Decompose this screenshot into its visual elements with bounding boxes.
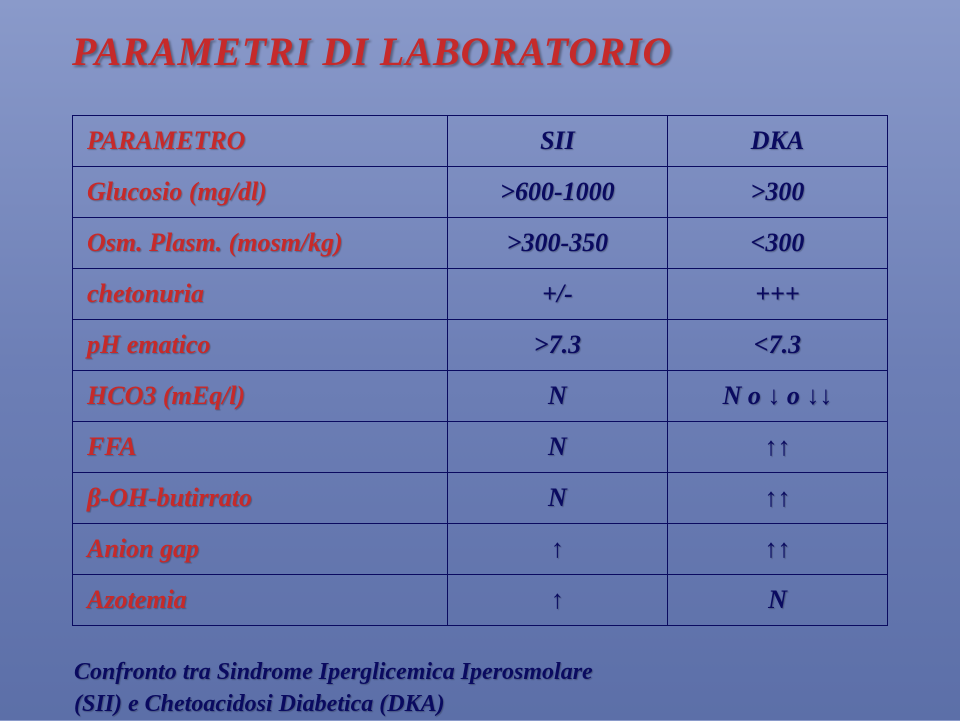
table-row: β-OH-butirrato N ↑↑	[73, 473, 888, 524]
caption-line-2: (SII) e Chetoacidosi Diabetica (DKA)	[74, 691, 445, 717]
table-header-row: PARAMETRO SII DKA	[73, 116, 888, 167]
cell-param: Azotemia	[73, 575, 448, 626]
cell-param: Anion gap	[73, 524, 448, 575]
table-row: Osm. Plasm. (mosm/kg) >300-350 <300	[73, 218, 888, 269]
cell-dka: ↑↑	[667, 422, 887, 473]
cell-dka: N	[667, 575, 887, 626]
cell-dka: N o ↓ o ↓↓	[667, 371, 887, 422]
cell-param: β-OH-butirrato	[73, 473, 448, 524]
cell-dka: +++	[667, 269, 887, 320]
cell-param: chetonuria	[73, 269, 448, 320]
cell-sii: >7.3	[447, 320, 667, 371]
cell-param: Osm. Plasm. (mosm/kg)	[73, 218, 448, 269]
table-row: Anion gap ↑ ↑↑	[73, 524, 888, 575]
table-row: pH ematico >7.3 <7.3	[73, 320, 888, 371]
caption-line-1: Confronto tra Sindrome Iperglicemica Ipe…	[74, 659, 593, 685]
cell-sii: ↑	[447, 524, 667, 575]
header-dka: DKA	[667, 116, 887, 167]
cell-sii: N	[447, 473, 667, 524]
caption: Confronto tra Sindrome Iperglicemica Ipe…	[72, 656, 888, 721]
cell-sii: >600-1000	[447, 167, 667, 218]
cell-dka: ↑↑	[667, 524, 887, 575]
slide: PARAMETRI DI LABORATORIO PARAMETRO SII D…	[0, 0, 960, 720]
cell-param: FFA	[73, 422, 448, 473]
cell-dka: >300	[667, 167, 887, 218]
cell-sii: N	[447, 422, 667, 473]
cell-param: pH ematico	[73, 320, 448, 371]
parameters-table: PARAMETRO SII DKA Glucosio (mg/dl) >600-…	[72, 115, 888, 626]
cell-param: HCO3 (mEq/l)	[73, 371, 448, 422]
table-row: Glucosio (mg/dl) >600-1000 >300	[73, 167, 888, 218]
header-parametro: PARAMETRO	[73, 116, 448, 167]
header-sii: SII	[447, 116, 667, 167]
cell-dka: <7.3	[667, 320, 887, 371]
cell-dka: <300	[667, 218, 887, 269]
cell-param: Glucosio (mg/dl)	[73, 167, 448, 218]
table-row: HCO3 (mEq/l) N N o ↓ o ↓↓	[73, 371, 888, 422]
cell-sii: +/-	[447, 269, 667, 320]
cell-sii: >300-350	[447, 218, 667, 269]
table-row: Azotemia ↑ N	[73, 575, 888, 626]
table-row: chetonuria +/- +++	[73, 269, 888, 320]
cell-dka: ↑↑	[667, 473, 887, 524]
table-row: FFA N ↑↑	[73, 422, 888, 473]
cell-sii: ↑	[447, 575, 667, 626]
cell-sii: N	[447, 371, 667, 422]
page-title: PARAMETRI DI LABORATORIO	[72, 28, 888, 75]
